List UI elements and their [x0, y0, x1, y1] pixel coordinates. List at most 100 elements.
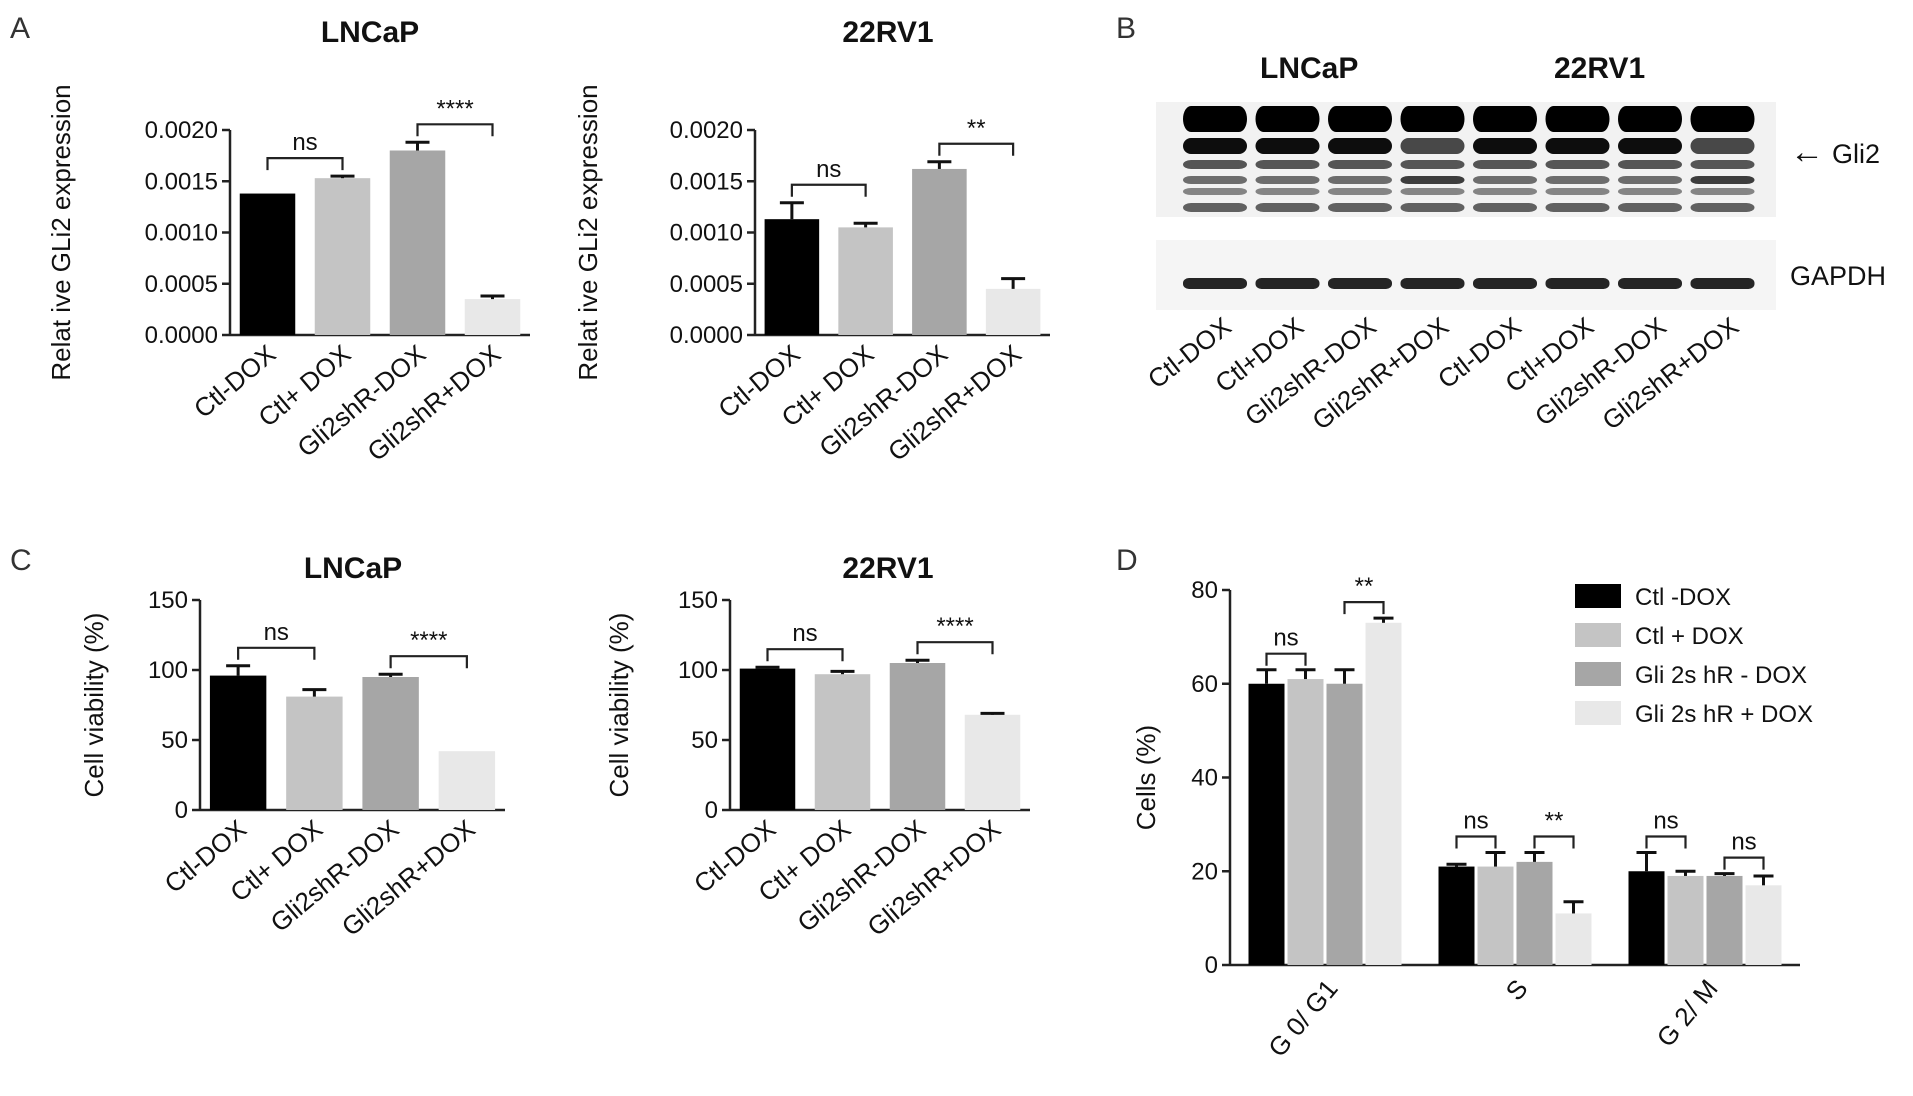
- blot-band-gli2: [1618, 106, 1682, 132]
- bar-c2-0: [739, 668, 796, 810]
- blot-band-gapdh: [1255, 278, 1320, 289]
- legend-swatch: [1575, 584, 1621, 608]
- y-tick-label: 0.0005: [145, 271, 218, 298]
- legend-swatch: [1575, 623, 1621, 647]
- bar-d-0-2: [1326, 683, 1363, 965]
- y-tick-label: 80: [1191, 577, 1218, 604]
- significance-bracket: [1265, 652, 1307, 666]
- bar-a2-2: [912, 168, 967, 335]
- blot-band-gapdh: [1690, 278, 1755, 289]
- y-axis-label: Cells (%): [1131, 725, 1161, 830]
- blot-bands-gapdh: [1183, 278, 1755, 289]
- y-axis-label: Relat ive GLi2 expression: [46, 84, 76, 380]
- blot-band-gli2: [1545, 106, 1610, 132]
- significance-label: **: [1545, 808, 1564, 835]
- blot-band-gli2: [1473, 160, 1537, 169]
- blot-arrow-icon: ←: [1790, 133, 1824, 171]
- significance-label: ****: [936, 613, 973, 640]
- blot-band-gli2: [1183, 203, 1247, 212]
- blot-label-gli2: Gli2: [1832, 139, 1880, 169]
- blot-band-gapdh: [1183, 278, 1247, 289]
- blot-band-gli2: [1618, 138, 1682, 154]
- y-axis-label: Cell viability (%): [604, 613, 634, 798]
- blot-band-gli2: [1255, 176, 1320, 184]
- blot-band-gli2: [1618, 160, 1682, 169]
- blot-band-gli2: [1328, 203, 1392, 212]
- x-category-label: S: [1499, 974, 1533, 1007]
- y-tick-label: 0: [1205, 952, 1218, 979]
- y-tick-label: 20: [1191, 858, 1218, 885]
- significance-label: **: [1355, 573, 1374, 600]
- bar-d-0-0: [1248, 683, 1285, 965]
- bar-c1-1: [286, 696, 343, 810]
- blot-band-gli2: [1255, 106, 1320, 132]
- chart-d-cell-cycle: Cells (%) 0 20 40 60 80 G 0/ G1 S G 2/ M ns ** ns **…: [1131, 573, 1813, 1062]
- x-category-label: Gli2shR+DOX: [336, 814, 481, 942]
- significance-label: ns: [1273, 625, 1298, 652]
- y-tick-label: 100: [678, 657, 718, 684]
- blot-band-gli2: [1400, 176, 1465, 184]
- blot-band-gapdh: [1328, 278, 1392, 289]
- y-tick-label: 0.0010: [145, 220, 218, 247]
- blot-band-gli2: [1328, 188, 1392, 195]
- blot-band-gli2: [1545, 138, 1610, 154]
- blot-band-gli2: [1690, 188, 1755, 195]
- significance-bracket: [266, 157, 344, 171]
- y-tick-label: 0.0000: [145, 322, 218, 349]
- blot-band-gli2: [1183, 160, 1247, 169]
- bar-c1-3: [438, 751, 496, 810]
- y-axis-label: Cell viability (%): [79, 613, 109, 798]
- blot-band-gli2: [1473, 188, 1537, 195]
- blot-band-gli2: [1473, 106, 1537, 132]
- y-tick-label: 50: [691, 727, 718, 754]
- bar-a2-3: [985, 288, 1041, 335]
- blot-band-gapdh: [1473, 278, 1537, 289]
- blot-band-gli2: [1328, 138, 1392, 154]
- y-tick-label: 40: [1191, 765, 1218, 792]
- x-category-label: G 2/ M: [1650, 974, 1723, 1053]
- y-tick-label: 50: [161, 727, 188, 754]
- blot-band-gli2: [1690, 138, 1755, 154]
- bar-c1-2: [362, 677, 419, 810]
- blot-band-gli2: [1545, 176, 1610, 184]
- y-tick-label: 0.0010: [670, 220, 743, 247]
- blot-band-gli2: [1255, 203, 1320, 212]
- bar-d-2-2: [1706, 875, 1743, 965]
- significance-bracket: [416, 123, 494, 137]
- blot-band-gli2: [1400, 188, 1465, 195]
- panel-letter-a: A: [10, 12, 30, 45]
- blot-band-gapdh: [1400, 278, 1465, 289]
- blot-band-gli2: [1400, 138, 1465, 154]
- y-tick-label: 0.0005: [670, 271, 743, 298]
- chart-a-22rv1: 22RV1 Relat ive GLi2 expression 0.0000 0.00…: [573, 16, 1050, 467]
- blot-band-gli2: [1618, 176, 1682, 184]
- significance-bracket: [790, 183, 867, 197]
- significance-label: ****: [436, 95, 473, 122]
- significance-bracket: [1645, 835, 1687, 849]
- significance-bracket: [916, 641, 994, 655]
- significance-bracket: [1533, 835, 1575, 849]
- significance-bracket: [237, 646, 316, 660]
- bar-c2-2: [889, 663, 946, 810]
- blot-band-gli2: [1328, 160, 1392, 169]
- legend-label: Gli 2s hR + DOX: [1635, 701, 1813, 728]
- x-category-label: Gli2shR+DOX: [861, 814, 1006, 942]
- legend-label: Gli 2s hR - DOX: [1635, 662, 1807, 689]
- legend-swatch: [1575, 662, 1621, 686]
- blot-band-gli2: [1690, 203, 1755, 212]
- blot-band-gli2: [1618, 188, 1682, 195]
- blot-band-gli2: [1545, 160, 1610, 169]
- blot-band-gli2: [1400, 106, 1465, 132]
- blot-band-gli2: [1328, 106, 1392, 132]
- y-tick-label: 150: [148, 587, 188, 614]
- bar-c2-1: [814, 674, 871, 810]
- blot-band-gli2: [1473, 176, 1537, 184]
- y-tick-label: 0.0015: [670, 168, 743, 195]
- y-tick-label: 0.0020: [670, 117, 743, 144]
- legend-label: Ctl -DOX: [1635, 584, 1731, 611]
- blot-band-gli2: [1328, 176, 1392, 184]
- blot-bands-gli2: [1183, 106, 1755, 212]
- bar-d-0-3: [1365, 622, 1402, 965]
- bar-d-0-1: [1287, 679, 1324, 965]
